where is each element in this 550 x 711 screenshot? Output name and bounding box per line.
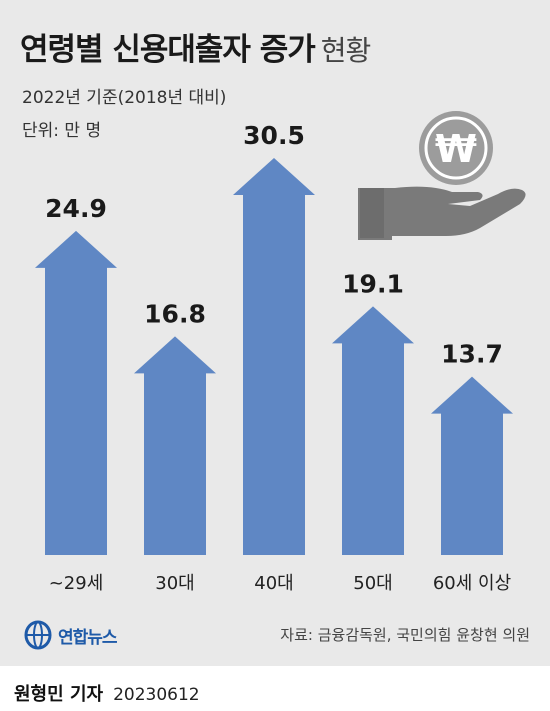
bar-value-label: 24.9 [45,194,107,223]
category-label: 60세 이상 [433,573,511,594]
yonhap-logo-icon [24,620,52,650]
title-sub: 현황 [320,34,372,67]
bar-value-label: 19.1 [342,269,404,298]
bar-value-label: 13.7 [441,340,503,369]
reporter-name: 원형민 기자 [14,684,104,705]
title-main: 연령별 신용대출자 증가 [20,32,316,68]
bar-arrow-2 [233,158,315,555]
svg-text:₩: ₩ [435,127,477,171]
bar-value-label: 30.5 [243,121,305,150]
bar-arrow-0 [35,230,117,556]
category-label: 30대 [155,573,194,594]
chart-panel: 연령별 신용대출자 증가 현황 2022년 기준(2018년 대비) 단위: 만 … [0,0,550,666]
bar-arrow-4 [431,376,513,555]
logo-text: 연합뉴스 [58,627,118,648]
category-label: ~29세 [49,573,104,594]
bar-arrow-1 [134,336,216,555]
logo: 연합뉴스 [24,620,118,650]
publish-date: 20230612 [113,685,200,705]
category-label: 50대 [353,573,392,594]
bar-arrow-3 [332,306,414,555]
hand-holding-won-coin-icon: ₩ [358,111,526,240]
chart-subtitle: 2022년 기준(2018년 대비) [22,88,227,108]
byline: 원형민 기자 20230612 [14,680,200,706]
bar-value-label: 16.8 [144,299,206,328]
chart-title: 연령별 신용대출자 증가 현황 [20,24,372,69]
footer: 연합뉴스 자료: 금융감독원, 국민의힘 윤창현 의원 [0,612,550,666]
source-text: 자료: 금융감독원, 국민의힘 윤창현 의원 [280,626,530,644]
bar-chart: ₩ 24.9 16.8 30.5 19.1 13.7 ~29세 30대 40대 50대 60세 … [35,111,526,594]
unit-label: 단위: 만 명 [22,121,102,141]
category-label: 40대 [254,573,293,594]
